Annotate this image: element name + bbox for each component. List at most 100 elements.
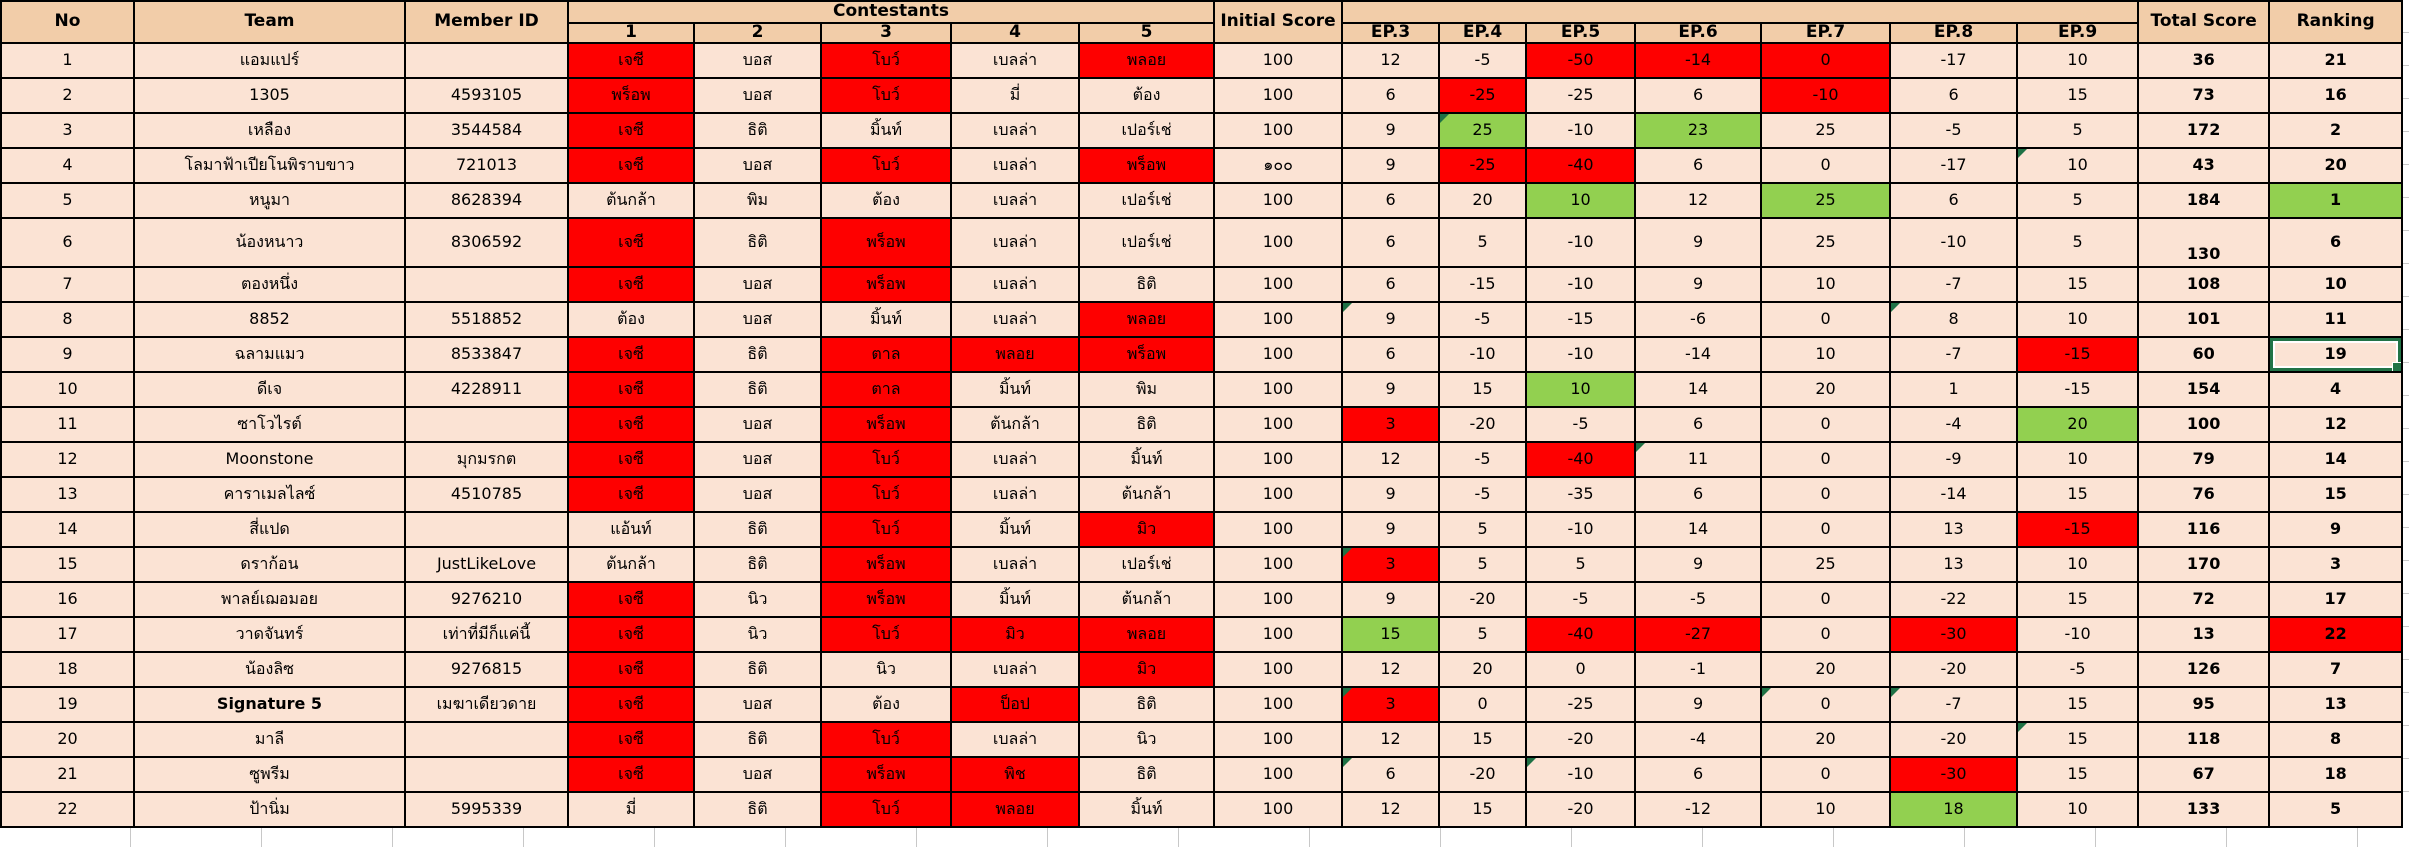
cell-member-id[interactable]: มุกมรกต xyxy=(404,441,569,478)
cell-contestant-1[interactable]: แอ้นท์ xyxy=(567,511,695,548)
cell-ep7[interactable]: 25 xyxy=(1760,546,1892,583)
cell-member-id[interactable]: เท่าที่มีก็แค่นี้ xyxy=(404,616,569,653)
cell-initial-score[interactable]: 100 xyxy=(1213,756,1344,793)
cell-ep4[interactable]: -20 xyxy=(1438,581,1528,618)
cell-contestant-1[interactable]: ต้อง xyxy=(567,301,695,338)
header-member-id[interactable]: Member ID xyxy=(404,0,569,44)
cell-ep4[interactable]: 5 xyxy=(1438,616,1528,653)
cell-initial-score[interactable]: 100 xyxy=(1213,301,1344,338)
cell-ep8[interactable]: 13 xyxy=(1889,546,2019,583)
cell-contestant-3[interactable]: พร็อพ xyxy=(820,217,952,268)
cell-ep9[interactable]: 15 xyxy=(2016,581,2140,618)
cell-ep8[interactable]: 1 xyxy=(1889,371,2019,408)
cell-ep6[interactable]: 6 xyxy=(1634,147,1763,184)
cell-ranking[interactable]: 5 xyxy=(2268,791,2404,828)
cell-no[interactable]: 7 xyxy=(0,266,135,303)
cell-ep6[interactable]: -12 xyxy=(1634,791,1763,828)
cell-team[interactable]: น้องหนาว xyxy=(133,217,406,268)
header-ep5[interactable]: EP.5 xyxy=(1525,22,1637,44)
cell-total-score[interactable]: 76 xyxy=(2137,476,2271,513)
cell-ep6[interactable]: 9 xyxy=(1634,266,1763,303)
cell-contestant-5[interactable]: ธิติ xyxy=(1077,406,1216,443)
cell-ep9[interactable]: 5 xyxy=(2016,217,2140,268)
cell-team[interactable]: ซูพรีม xyxy=(133,756,406,793)
cell-no[interactable]: 17 xyxy=(0,616,135,653)
cell-contestant-3[interactable]: พร็อพ xyxy=(820,266,952,303)
cell-contestant-4[interactable]: มิ้นท์ xyxy=(950,371,1080,408)
cell-total-score[interactable]: 154 xyxy=(2137,371,2271,408)
cell-contestant-5[interactable]: ธิติ xyxy=(1077,686,1216,723)
cell-contestant-1[interactable]: เจซี xyxy=(567,686,695,723)
cell-ep6[interactable]: -1 xyxy=(1634,651,1763,688)
cell-ep6[interactable]: 12 xyxy=(1634,182,1763,219)
cell-ep7[interactable]: 20 xyxy=(1760,651,1892,688)
cell-contestant-1[interactable]: เจซี xyxy=(567,336,695,373)
cell-ep5[interactable]: -40 xyxy=(1525,441,1637,478)
cell-ep6[interactable]: 14 xyxy=(1634,511,1763,548)
cell-total-score[interactable]: 72 xyxy=(2137,581,2271,618)
cell-team[interactable]: ดีเจ xyxy=(133,371,406,408)
cell-ranking[interactable]: 20 xyxy=(2268,147,2404,184)
cell-member-id[interactable]: 8306592 xyxy=(404,217,569,268)
cell-contestant-1[interactable]: เจซี xyxy=(567,616,695,653)
cell-no[interactable]: 4 xyxy=(0,147,135,184)
cell-initial-score[interactable]: ๑๐๐ xyxy=(1213,147,1344,184)
cell-ep8[interactable]: -20 xyxy=(1889,721,2019,758)
cell-contestant-2[interactable]: บอส xyxy=(693,42,822,79)
cell-team[interactable]: ตองหนึ่ง xyxy=(133,266,406,303)
cell-ep6[interactable]: 6 xyxy=(1634,756,1763,793)
cell-contestant-2[interactable]: ธิติ xyxy=(693,546,822,583)
cell-ep5[interactable]: -10 xyxy=(1525,112,1637,149)
cell-ep3[interactable]: 12 xyxy=(1341,42,1441,79)
cell-contestant-5[interactable]: เปอร์เช่ xyxy=(1077,112,1216,149)
cell-contestant-4[interactable]: เบลล่า xyxy=(950,301,1080,338)
cell-member-id[interactable] xyxy=(404,266,569,303)
cell-initial-score[interactable]: 100 xyxy=(1213,546,1344,583)
cell-ep4[interactable]: -5 xyxy=(1438,301,1528,338)
cell-ep8[interactable]: 8 xyxy=(1889,301,2019,338)
cell-contestant-4[interactable]: มิ้นท์ xyxy=(950,581,1080,618)
cell-team[interactable]: พาลย์เฌอมอย xyxy=(133,581,406,618)
cell-contestant-2[interactable]: ธิติ xyxy=(693,791,822,828)
cell-member-id[interactable] xyxy=(404,756,569,793)
cell-contestant-1[interactable]: เจซี xyxy=(567,581,695,618)
header-contestant-2[interactable]: 2 xyxy=(693,22,822,44)
cell-initial-score[interactable]: 100 xyxy=(1213,581,1344,618)
cell-total-score[interactable]: 100 xyxy=(2137,406,2271,443)
cell-no[interactable]: 22 xyxy=(0,791,135,828)
cell-ranking[interactable]: 16 xyxy=(2268,77,2404,114)
cell-team[interactable]: โลมาฟ้าเปียโนพิราบขาว xyxy=(133,147,406,184)
cell-ep6[interactable]: -4 xyxy=(1634,721,1763,758)
cell-ep3[interactable]: 6 xyxy=(1341,756,1441,793)
cell-contestant-5[interactable]: พลอย xyxy=(1077,42,1216,79)
cell-member-id[interactable]: เมฆาเดียวดาย xyxy=(404,686,569,723)
cell-ep7[interactable]: -10 xyxy=(1760,77,1892,114)
cell-contestant-4[interactable]: เบลล่า xyxy=(950,266,1080,303)
cell-ep7[interactable]: 0 xyxy=(1760,406,1892,443)
cell-contestant-4[interactable]: เบลล่า xyxy=(950,147,1080,184)
cell-contestant-2[interactable]: ธิติ xyxy=(693,651,822,688)
cell-ep8[interactable]: -5 xyxy=(1889,112,2019,149)
cell-contestant-1[interactable]: มี่ xyxy=(567,791,695,828)
cell-ep4[interactable]: -20 xyxy=(1438,756,1528,793)
cell-contestant-5[interactable]: เปอร์เช่ xyxy=(1077,546,1216,583)
cell-member-id[interactable]: 4593105 xyxy=(404,77,569,114)
cell-ep7[interactable]: 0 xyxy=(1760,42,1892,79)
header-ep4[interactable]: EP.4 xyxy=(1438,22,1528,44)
cell-ep5[interactable]: -25 xyxy=(1525,686,1637,723)
cell-contestant-5[interactable]: มิว xyxy=(1077,511,1216,548)
cell-ep5[interactable]: -35 xyxy=(1525,476,1637,513)
cell-ep5[interactable]: -10 xyxy=(1525,511,1637,548)
cell-team[interactable]: หนูมา xyxy=(133,182,406,219)
cell-contestant-3[interactable]: ต้อง xyxy=(820,182,952,219)
cell-ep3[interactable]: 6 xyxy=(1341,182,1441,219)
cell-ep9[interactable]: 5 xyxy=(2016,182,2140,219)
cell-ep5[interactable]: -10 xyxy=(1525,266,1637,303)
cell-ep5[interactable]: -40 xyxy=(1525,616,1637,653)
sheet-area-right-of-table[interactable] xyxy=(2403,0,2409,794)
cell-contestant-4[interactable]: เบลล่า xyxy=(950,441,1080,478)
cell-no[interactable]: 6 xyxy=(0,217,135,268)
cell-contestant-2[interactable]: ธิติ xyxy=(693,336,822,373)
cell-contestant-3[interactable]: นิว xyxy=(820,651,952,688)
cell-ranking[interactable]: 22 xyxy=(2268,616,2404,653)
